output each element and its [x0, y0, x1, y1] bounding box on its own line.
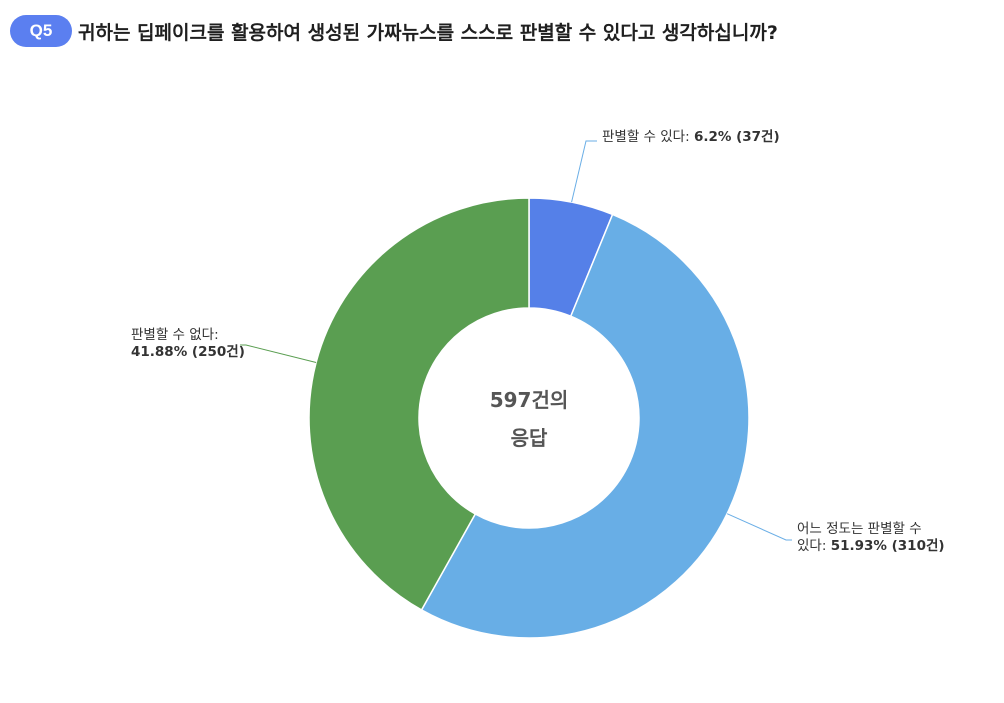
center-label-line-1: 597건의 — [490, 388, 569, 412]
callout-value-cannot-discern: 41.88% (250건) — [131, 343, 245, 360]
question-header: Q5 귀하는 딥페이크를 활용하여 생성된 가짜뉴스를 스스로 판별할 수 있다… — [10, 14, 778, 48]
donut-slice-cannot-discern — [308, 197, 530, 611]
callout-leader-lines — [240, 140, 792, 541]
callout-somewhat-discern: 어느 정도는 판별할 수있다: 51.93% (310건) — [797, 521, 945, 554]
leader-line-cannot-discern — [240, 344, 317, 363]
callout-label-somewhat-discern-line-1: 어느 정도는 판별할 수 — [797, 521, 922, 537]
callout-value-can-discern: 6.2% (37건) — [694, 128, 780, 145]
callout-label-cannot-discern-line-1: 판별할 수 없다: — [131, 327, 219, 343]
donut-center-label: 597건의 응답 — [490, 388, 569, 450]
callout-label-can-discern-line-1: 판별할 수 있다: 6.2% (37건) — [602, 128, 780, 145]
donut-slices — [308, 197, 750, 639]
donut-slice-somewhat-discern — [420, 213, 750, 639]
question-number-badge: Q5 — [10, 15, 72, 47]
center-label-line-2: 응답 — [511, 426, 548, 450]
callout-value-somewhat-discern: 51.93% (310건) — [831, 537, 945, 554]
callout-can-discern: 판별할 수 있다: 6.2% (37건) — [602, 128, 780, 145]
callout-cannot-discern: 판별할 수 없다:41.88% (250건) — [131, 327, 245, 360]
leader-line-can-discern — [571, 140, 597, 203]
callout-labels: 판별할 수 있다: 6.2% (37건) 어느 정도는 판별할 수있다: 51.9… — [131, 128, 945, 554]
leader-line-somewhat-discern — [726, 513, 792, 541]
question-text: 귀하는 딥페이크를 활용하여 생성된 가짜뉴스를 스스로 판별할 수 있다고 생… — [78, 21, 778, 44]
callout-label-somewhat-discern-line-2: 있다: 51.93% (310건) — [797, 537, 945, 554]
